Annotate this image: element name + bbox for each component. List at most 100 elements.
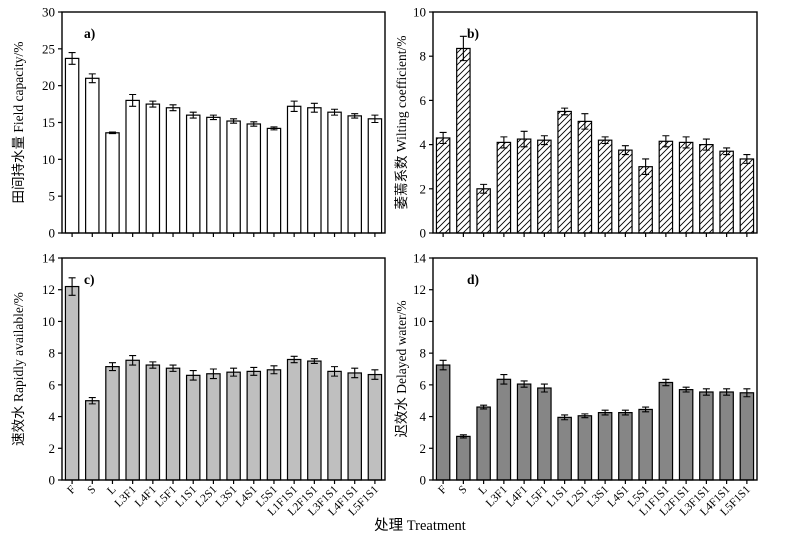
bar-L <box>476 406 491 481</box>
bar-L3S1 <box>597 412 613 481</box>
bar-L <box>105 132 120 234</box>
x-tick-label: L4S1 <box>234 483 260 509</box>
error-bar <box>743 153 751 164</box>
panel-letter: d) <box>467 272 479 287</box>
y-tick-label: 12 <box>42 282 55 297</box>
error-bar <box>331 366 339 377</box>
y-tick-label: 10 <box>42 152 55 167</box>
bar-F <box>64 57 80 234</box>
error-bar <box>662 135 670 148</box>
y-tick-label: 10 <box>413 314 426 329</box>
y-tick-label: 2 <box>420 441 427 456</box>
x-tick-label: L4S1 <box>605 483 631 509</box>
x-tick-label: F <box>436 484 449 497</box>
bar-L2S1 <box>577 120 593 234</box>
y-tick-label: 0 <box>420 226 427 241</box>
bar-L4F1S1 <box>719 150 734 234</box>
bar-L3F1 <box>125 99 140 234</box>
bar-L1F1S1 <box>286 358 302 481</box>
bar-L1S1 <box>185 374 201 481</box>
error-bar <box>169 364 177 372</box>
error-bar <box>189 111 197 119</box>
panel-letter: c) <box>84 272 95 287</box>
error-bar <box>520 380 528 388</box>
y-tick-label: 30 <box>42 5 55 20</box>
x-tick-label: L4F1 <box>504 483 530 509</box>
x-tick-label: L <box>105 484 118 497</box>
bar-S <box>85 77 100 234</box>
error-bar <box>149 100 157 108</box>
error-bar <box>209 114 217 121</box>
bar-L1S1 <box>557 416 572 481</box>
bar-S <box>85 400 100 481</box>
y-tick-label: 5 <box>49 189 56 204</box>
error-bar <box>270 365 278 375</box>
bar-L1F1S1 <box>658 140 674 234</box>
x-axis-title: 处理 Treatment <box>374 518 466 534</box>
error-bar <box>621 409 629 416</box>
error-bar <box>581 413 589 419</box>
error-bar <box>682 136 690 149</box>
x-tick-label: L3F1 <box>484 483 510 509</box>
y-tick-label: 6 <box>420 93 427 108</box>
bar-L <box>476 188 491 234</box>
x-tick-label: L4F1 <box>133 483 159 509</box>
error-bar <box>209 368 217 380</box>
bar-L3S1 <box>226 120 241 234</box>
y-tick-label: 8 <box>420 49 427 64</box>
error-bar <box>642 406 650 413</box>
error-bar <box>439 131 447 145</box>
error-bar <box>169 104 177 112</box>
bar-L2F1S1 <box>307 360 322 481</box>
error-bar <box>480 404 488 410</box>
bar-L4F1 <box>145 364 161 481</box>
y-tick-label: 8 <box>420 346 427 361</box>
bar-L3F1 <box>496 378 512 481</box>
plot-box <box>61 257 386 481</box>
error-bar <box>68 51 76 65</box>
error-bar <box>439 359 447 371</box>
error-bar <box>250 121 258 127</box>
bar-L4F1 <box>516 383 532 481</box>
y-tick-label: 0 <box>420 473 427 488</box>
error-bar <box>601 409 609 416</box>
x-tick-label: F <box>65 484 78 497</box>
y-tick-label: 2 <box>420 181 427 196</box>
error-bar <box>88 396 96 405</box>
y-tick-label: 2 <box>49 441 56 456</box>
bar-L4F1S1 <box>347 115 362 234</box>
x-tick-label: L1S1 <box>545 483 571 509</box>
bar-L1F1S1 <box>658 381 674 481</box>
bar-L5F1S1 <box>739 392 755 481</box>
error-bar <box>68 277 76 296</box>
error-bar <box>500 374 508 385</box>
error-bar <box>351 113 359 119</box>
bar-L3F1S1 <box>327 111 342 234</box>
x-tick-label: L1S1 <box>173 483 199 509</box>
y-tick-label: 14 <box>413 251 427 266</box>
bar-L3F1S1 <box>699 144 714 234</box>
error-bar <box>581 113 589 130</box>
error-bar <box>500 136 508 149</box>
bar-L5S1 <box>638 166 653 234</box>
error-bar <box>561 414 569 421</box>
bar-L4F1 <box>145 103 161 234</box>
error-bar <box>331 108 339 116</box>
bar-L3F1 <box>496 141 512 234</box>
y-tick-label: 6 <box>420 377 427 392</box>
y-tick-label: 20 <box>42 78 55 93</box>
bar-L3S1 <box>597 139 613 234</box>
y-tick-label: 12 <box>413 282 426 297</box>
bar-L4F1S1 <box>347 372 362 481</box>
error-bar <box>290 355 298 364</box>
bar-L2F1S1 <box>307 107 322 234</box>
y-axis-title: 萎蔫系数 Wilting coefficient/% <box>394 36 409 210</box>
error-bar <box>702 388 710 396</box>
panel-a: 0 5 10 15 20 25 30 a) 田间持水量 Field capacity/% <box>11 5 386 241</box>
y-tick-label: 25 <box>42 41 55 56</box>
plot-box <box>432 257 758 481</box>
error-bar <box>108 362 116 372</box>
y-axis-title: 田间持水量 Field capacity/% <box>11 42 26 204</box>
